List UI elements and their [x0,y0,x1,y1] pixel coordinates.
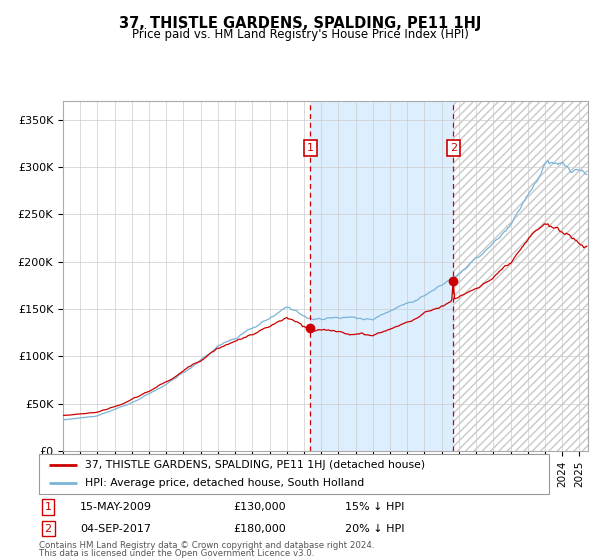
Text: Contains HM Land Registry data © Crown copyright and database right 2024.: Contains HM Land Registry data © Crown c… [39,541,374,550]
Text: 2: 2 [449,143,457,153]
Text: This data is licensed under the Open Government Licence v3.0.: This data is licensed under the Open Gov… [39,549,314,558]
Text: 20% ↓ HPI: 20% ↓ HPI [345,524,404,534]
Text: HPI: Average price, detached house, South Holland: HPI: Average price, detached house, Sout… [85,478,364,488]
Text: Price paid vs. HM Land Registry's House Price Index (HPI): Price paid vs. HM Land Registry's House … [131,28,469,41]
Text: 1: 1 [307,143,314,153]
Text: £180,000: £180,000 [233,524,286,534]
Text: 37, THISTLE GARDENS, SPALDING, PE11 1HJ (detached house): 37, THISTLE GARDENS, SPALDING, PE11 1HJ … [85,460,425,470]
Text: 15-MAY-2009: 15-MAY-2009 [80,502,152,512]
FancyBboxPatch shape [39,454,549,494]
Text: £130,000: £130,000 [233,502,286,512]
Bar [310,101,453,451]
Text: 1: 1 [44,502,52,512]
Text: 15% ↓ HPI: 15% ↓ HPI [345,502,404,512]
Text: 2: 2 [44,524,52,534]
Bar [453,101,588,451]
Text: 04-SEP-2017: 04-SEP-2017 [80,524,151,534]
Text: 37, THISTLE GARDENS, SPALDING, PE11 1HJ: 37, THISTLE GARDENS, SPALDING, PE11 1HJ [119,16,481,31]
